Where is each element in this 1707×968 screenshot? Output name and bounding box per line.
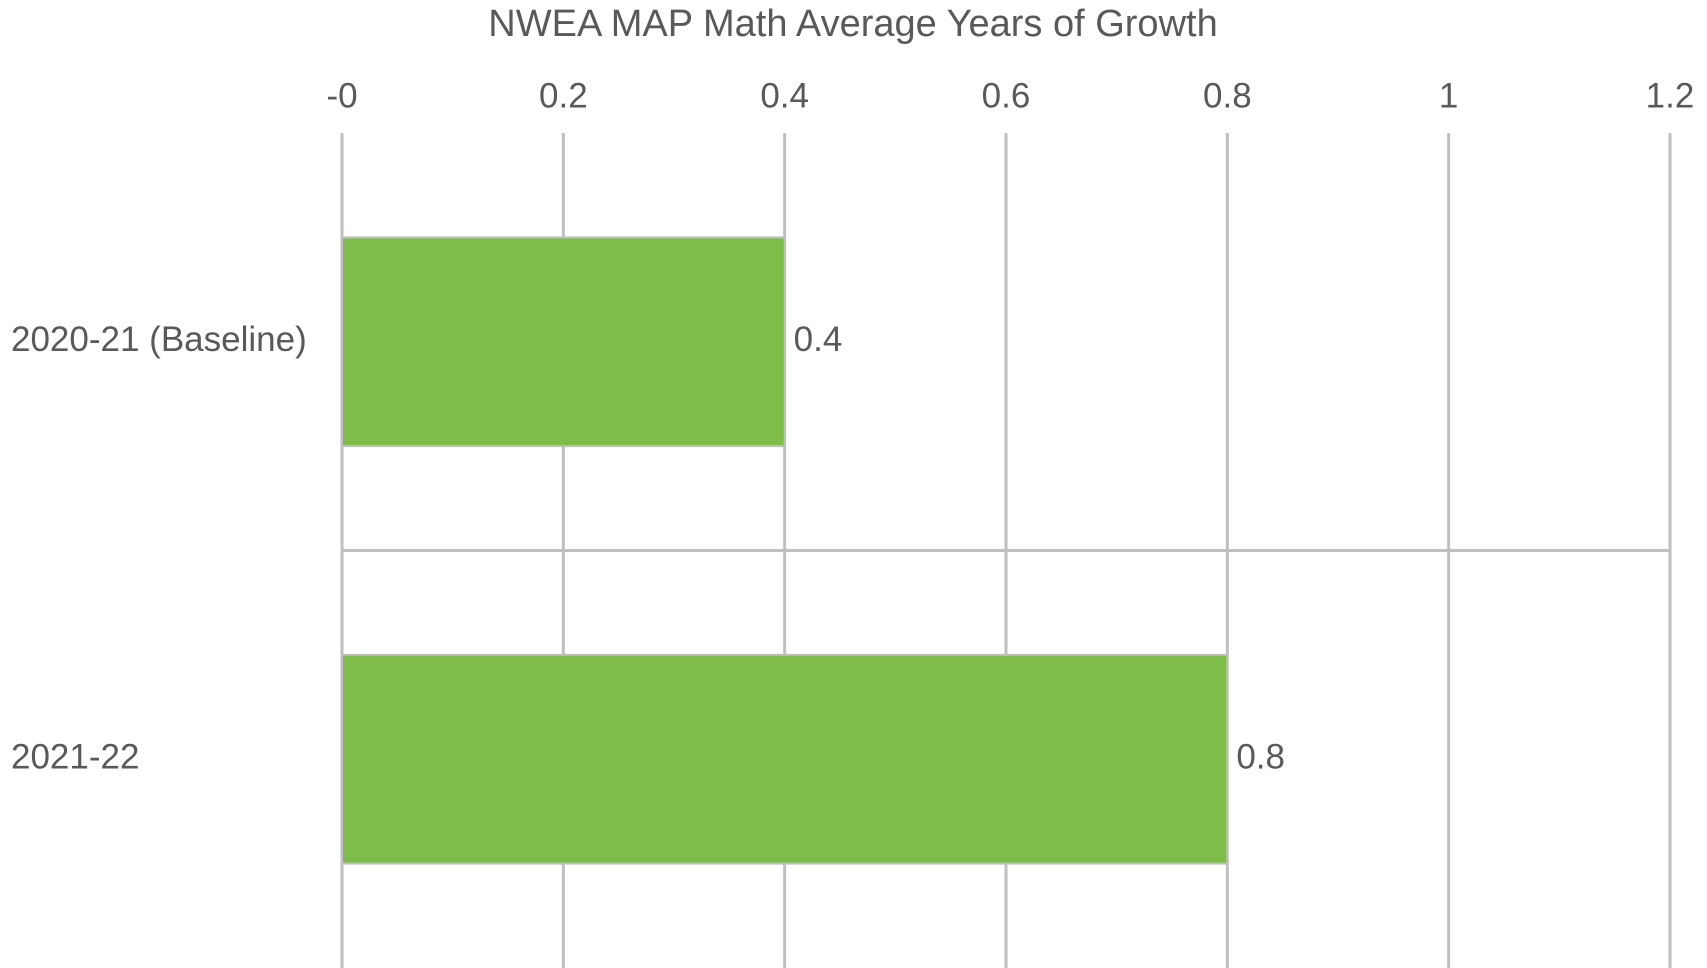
data-label: 0.8 xyxy=(1236,738,1285,777)
chart-title: NWEA MAP Math Average Years of Growth xyxy=(488,3,1217,45)
data-label: 0.4 xyxy=(794,320,843,359)
x-tick-label: 0.6 xyxy=(982,76,1031,115)
bar xyxy=(341,236,786,448)
x-tick-label: 0.8 xyxy=(1203,76,1252,115)
x-tick-label: 0.2 xyxy=(539,76,588,115)
bar xyxy=(341,653,1229,865)
x-tick-label: -0 xyxy=(326,76,357,115)
y-tick-label: 2021-22 xyxy=(11,738,139,777)
x-tick-label: 1 xyxy=(1439,76,1458,115)
y-tick-label: 2020-21 (Baseline) xyxy=(11,320,307,359)
x-tick-label: 0.4 xyxy=(760,76,809,115)
x-tick-label: 1.2 xyxy=(1646,76,1695,115)
